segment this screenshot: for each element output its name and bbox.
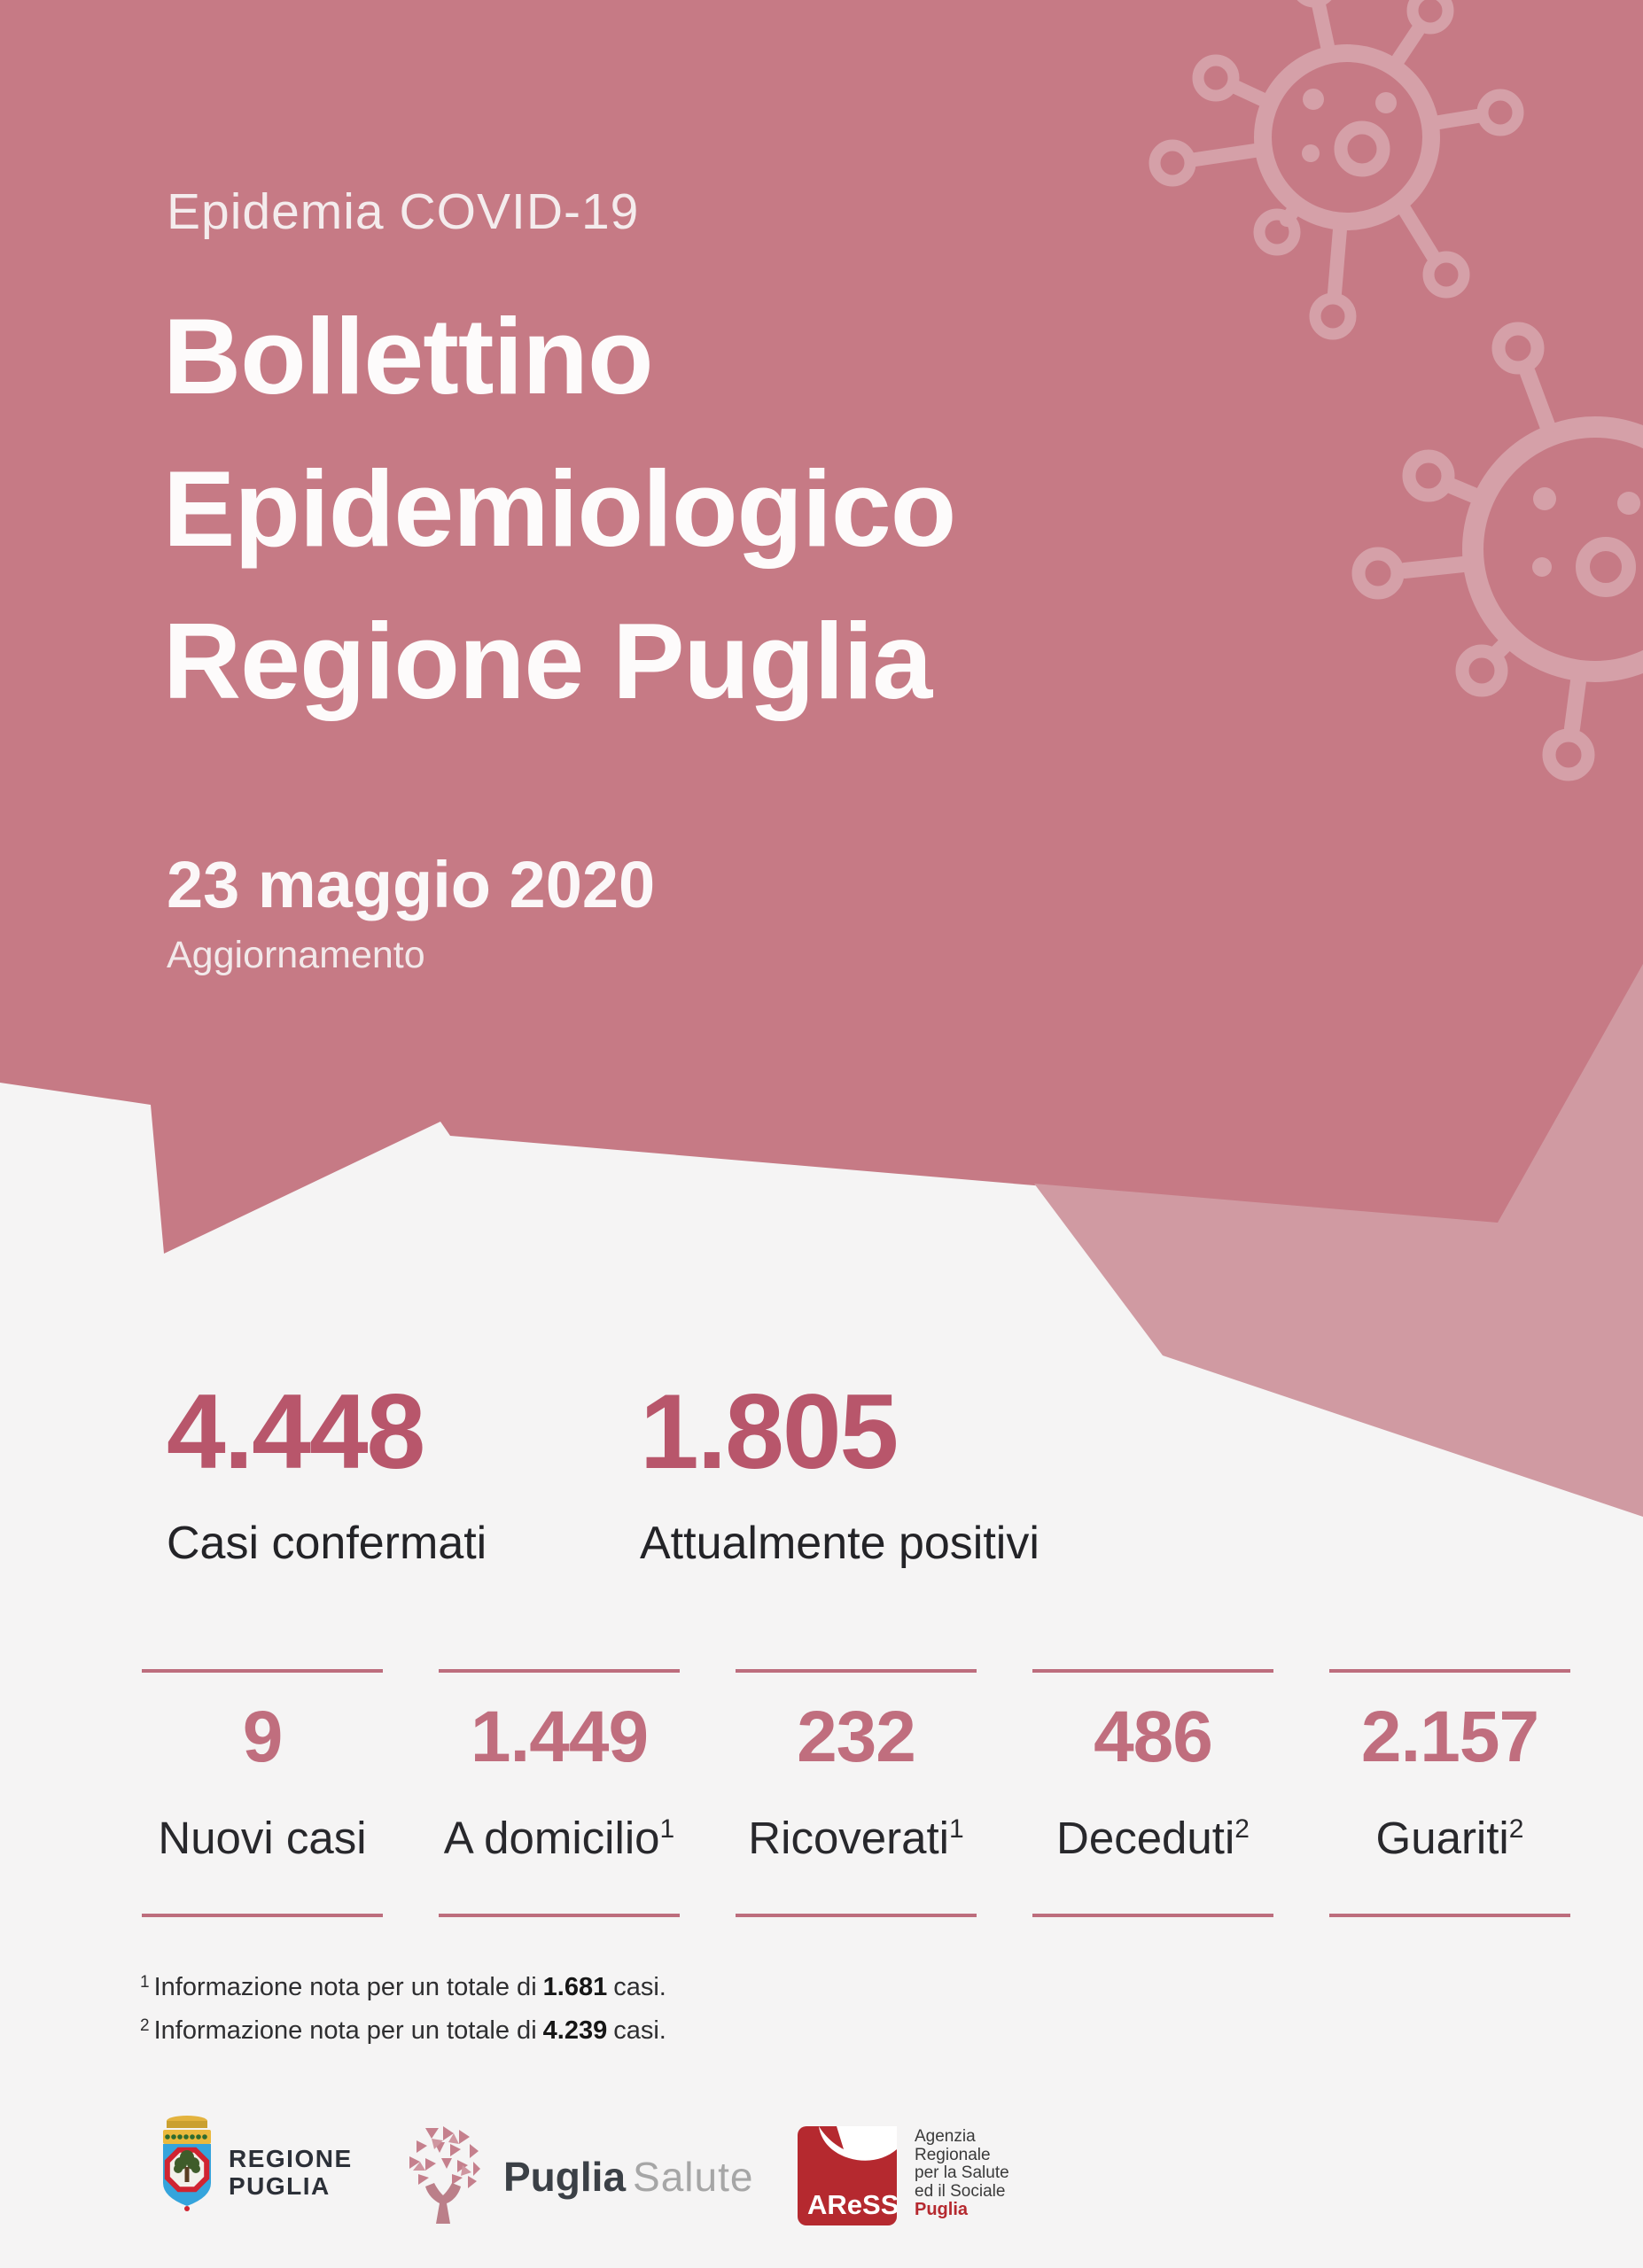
stat-confirmed-label: Casi confermati bbox=[167, 1518, 487, 1569]
virus-icon bbox=[1149, 0, 1524, 340]
stat-positive: 1.805 Attualmente positivi bbox=[640, 1379, 1040, 1570]
aress-logo-icon: AReSS bbox=[798, 2126, 897, 2225]
stat-confirmed-value: 4.448 bbox=[167, 1372, 425, 1491]
divider bbox=[1329, 1669, 1570, 1673]
stat-value: 9 bbox=[242, 1697, 284, 1777]
footnote-2: 2 Informazione nota per un totale di 4.239… bbox=[140, 2016, 666, 2045]
virus-icon bbox=[1351, 322, 1643, 781]
header-panel-shape bbox=[0, 0, 1643, 1254]
stat-label: A domicilio1 bbox=[443, 1813, 675, 1863]
puglia-salute-tree-icon bbox=[409, 2126, 480, 2224]
footnote-1: 1 Informazione nota per un totale di 1.681… bbox=[140, 1973, 666, 2001]
stat-label: Deceduti2 bbox=[1056, 1813, 1250, 1863]
stat-new-cases: 9 Nuovi casi bbox=[142, 1669, 383, 1917]
stat-positive-value: 1.805 bbox=[640, 1372, 899, 1491]
stat-positive-label: Attualmente positivi bbox=[640, 1518, 1040, 1569]
report-subtitle: Aggiornamento bbox=[167, 934, 425, 976]
regione-puglia-crest-icon bbox=[163, 2116, 211, 2211]
stat-value: 2.157 bbox=[1360, 1697, 1539, 1777]
divider bbox=[142, 1669, 383, 1673]
puglia-salute-label: Puglia Salute bbox=[503, 2154, 754, 2200]
stat-hospitalized: 232 Ricoverati1 bbox=[736, 1669, 977, 1917]
accent-wedge-shape bbox=[1034, 964, 1643, 1517]
stat-value: 486 bbox=[1094, 1697, 1213, 1777]
stat-value: 1.449 bbox=[470, 1697, 649, 1777]
regione-puglia-label: REGIONE PUGLIA bbox=[229, 2145, 353, 2200]
page-title: Bollettino Epidemiologico Regione Puglia bbox=[163, 280, 956, 737]
aress-label: Agenzia Regionale per la Salute ed il So… bbox=[915, 2127, 1009, 2219]
divider bbox=[736, 1669, 977, 1673]
stat-label: Nuovi casi bbox=[158, 1813, 367, 1863]
eyebrow-text: Epidemia COVID-19 bbox=[167, 183, 640, 240]
title-line-3: Regione Puglia bbox=[163, 601, 932, 721]
divider bbox=[1329, 1914, 1570, 1917]
report-date: 23 maggio 2020 bbox=[167, 848, 656, 921]
divider bbox=[142, 1914, 383, 1917]
stat-confirmed: 4.448 Casi confermati bbox=[167, 1379, 487, 1570]
divider bbox=[1032, 1669, 1273, 1673]
stat-recovered: 2.157 Guariti2 bbox=[1329, 1669, 1570, 1917]
divider bbox=[439, 1914, 680, 1917]
stat-home-isolation: 1.449 A domicilio1 bbox=[439, 1669, 680, 1917]
stat-label: Ricoverati1 bbox=[748, 1813, 964, 1863]
divider bbox=[736, 1914, 977, 1917]
svg-text:AReSS: AReSS bbox=[807, 2189, 897, 2220]
stat-deceased: 486 Deceduti2 bbox=[1032, 1669, 1273, 1917]
title-line-2: Epidemiologico bbox=[163, 448, 956, 569]
divider bbox=[1032, 1914, 1273, 1917]
stat-label: Guariti2 bbox=[1375, 1813, 1524, 1863]
stats-row: 9 Nuovi casi 1.449 A domicilio1 232 Rico… bbox=[142, 1669, 1570, 1917]
stat-value: 232 bbox=[797, 1697, 916, 1777]
divider bbox=[439, 1669, 680, 1673]
title-line-1: Bollettino bbox=[163, 296, 653, 416]
footnotes: 1 Informazione nota per un totale di 1.681… bbox=[140, 1963, 666, 2050]
